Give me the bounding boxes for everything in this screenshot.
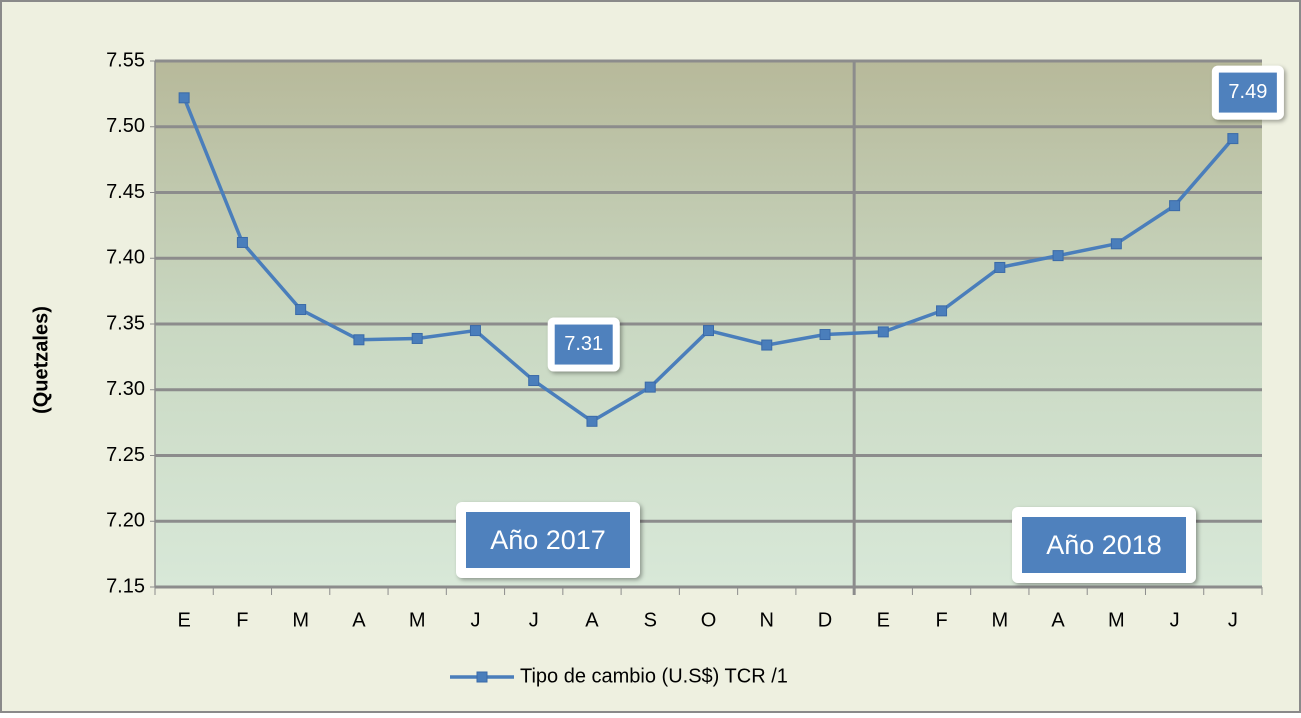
x-tick-label: A [352, 609, 366, 631]
x-tick-label: M [991, 609, 1008, 631]
series-marker [469, 325, 481, 337]
data-label: 7.49 [1228, 81, 1267, 103]
y-tick-label: 7.20 [106, 510, 145, 532]
y-axis-label: (Quetzales) [30, 306, 52, 414]
x-tick-label: E [177, 609, 190, 631]
series-marker [703, 325, 714, 337]
series-marker [936, 305, 948, 317]
x-tick-label: S [644, 609, 657, 631]
data-label-fill [1218, 72, 1277, 113]
series-marker [994, 261, 1006, 273]
x-tick-label: D [818, 609, 832, 631]
y-tick-label: 7.55 [106, 49, 145, 71]
x-tick-label: F [236, 609, 248, 631]
annotation-fill [1022, 517, 1186, 573]
series-marker [178, 92, 190, 104]
annotation-fill [466, 512, 630, 568]
legend-label: Tipo de cambio (U.S$) TCR /1 [520, 665, 788, 687]
x-tick-label: J [470, 609, 480, 631]
x-tick-label: F [935, 609, 947, 631]
series-marker [295, 304, 307, 316]
series-marker [761, 339, 773, 351]
series-marker [236, 236, 248, 248]
annotation: Año 2017 [490, 525, 606, 555]
x-tick-label: J [1170, 609, 1180, 631]
x-tick-label: N [760, 609, 774, 631]
series-marker [644, 381, 656, 393]
legend-marker [476, 671, 488, 683]
x-tick-label: M [409, 609, 426, 631]
x-tick-label: M [292, 609, 309, 631]
y-tick-label: 7.50 [106, 115, 145, 137]
y-tick-label: 7.45 [106, 181, 145, 203]
x-tick-label: M [1108, 609, 1125, 631]
y-tick-label: 7.25 [106, 444, 145, 466]
annotation: Año 2018 [1046, 530, 1162, 560]
series-marker [353, 334, 365, 346]
series-marker [877, 326, 889, 338]
x-tick-label: J [529, 609, 539, 631]
x-tick-label: E [877, 609, 890, 631]
series-marker [1169, 200, 1181, 212]
y-tick-label: 7.30 [106, 378, 145, 400]
series-marker [411, 332, 423, 344]
series-marker [528, 375, 540, 387]
series-marker [1052, 250, 1064, 262]
data-label: 7.31 [564, 333, 603, 355]
x-tick-label: A [1051, 609, 1065, 631]
data-label-fill [554, 324, 613, 365]
series-marker [1110, 238, 1122, 250]
series-marker [819, 329, 831, 341]
y-tick-label: 7.15 [106, 575, 145, 597]
y-tick-label: 7.40 [106, 247, 145, 269]
x-tick-label: A [585, 609, 599, 631]
x-tick-label: J [1228, 609, 1238, 631]
series-marker [586, 415, 598, 427]
series-marker [1227, 133, 1239, 145]
x-tick-label: O [701, 609, 717, 631]
y-tick-label: 7.35 [106, 312, 145, 334]
